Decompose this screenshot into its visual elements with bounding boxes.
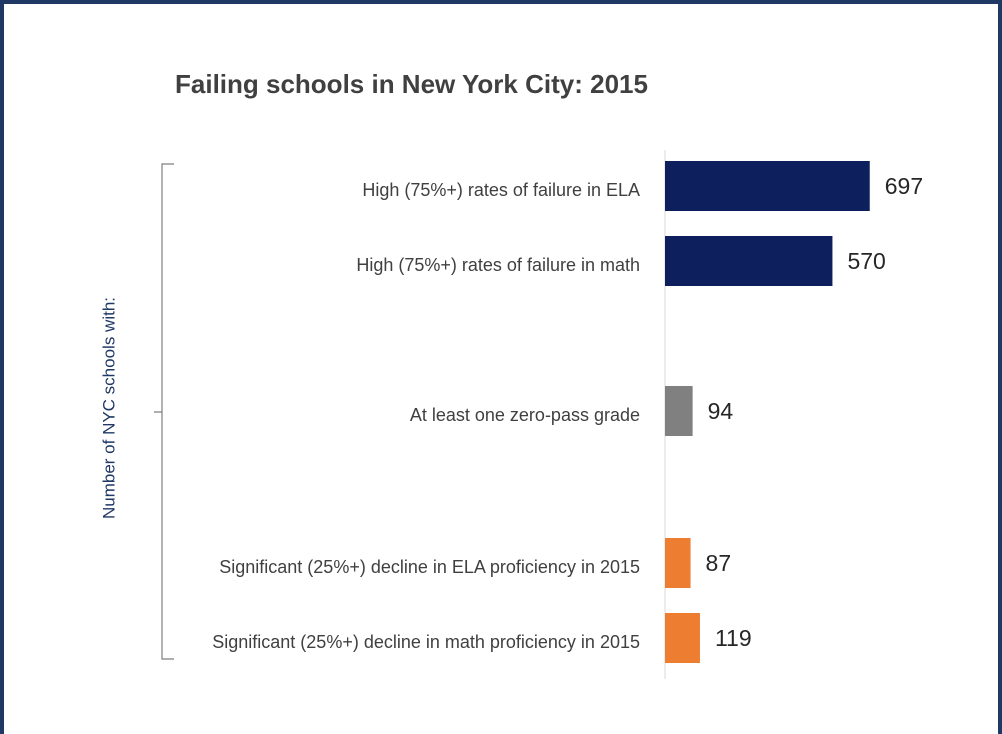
- bar: [665, 161, 870, 211]
- bar: [665, 613, 700, 663]
- bar: [665, 236, 833, 286]
- data-label: 94: [708, 398, 734, 424]
- data-label: 697: [885, 173, 923, 199]
- category-label: Significant (25%+) decline in ELA profic…: [219, 557, 640, 577]
- category-label: At least one zero-pass grade: [409, 405, 640, 425]
- category-label: Significant (25%+) decline in math profi…: [212, 632, 640, 652]
- category-label: High (75%+) rates of failure in ELA: [362, 180, 640, 200]
- category-label: High (75%+) rates of failure in math: [356, 255, 640, 275]
- data-label: 87: [706, 550, 732, 576]
- bar: [665, 538, 691, 588]
- data-label: 119: [715, 625, 752, 651]
- bracket: [154, 163, 174, 660]
- chart: Failing schools in New York City: 2015 N…: [99, 69, 923, 679]
- y-axis-label: Number of NYC schools with:: [99, 297, 118, 519]
- chart-title: Failing schools in New York City: 2015: [175, 69, 648, 99]
- data-label: 570: [847, 248, 885, 274]
- bar: [665, 386, 693, 436]
